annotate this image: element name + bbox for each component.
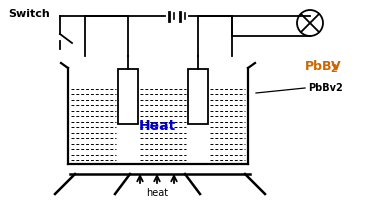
Text: PbBV: PbBV	[305, 60, 342, 73]
Text: Heat: Heat	[138, 119, 176, 133]
Text: heat: heat	[146, 188, 168, 198]
Text: PbBv2: PbBv2	[308, 83, 343, 93]
Bar	[118, 69, 138, 124]
Text: 2: 2	[330, 64, 337, 74]
Bar	[188, 69, 208, 124]
Text: Switch: Switch	[8, 9, 50, 19]
